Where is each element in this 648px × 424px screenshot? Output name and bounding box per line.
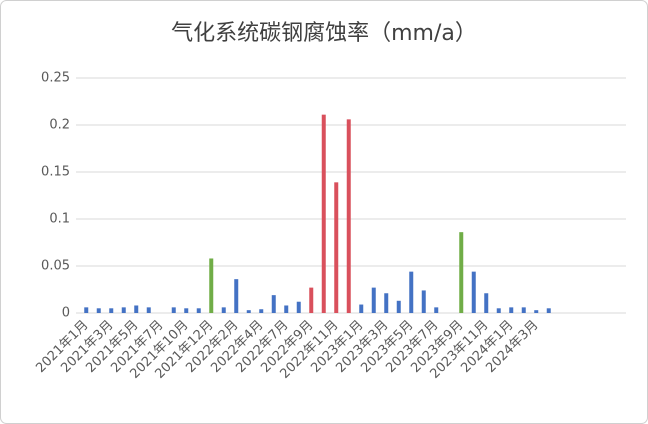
bar [296,301,301,313]
bar [509,307,514,313]
bar [259,309,264,313]
bar [434,307,439,313]
bar [321,114,326,313]
bar [84,307,89,313]
y-tick-label: 0.1 [49,212,70,227]
bar [421,290,426,313]
bar [496,308,501,313]
bar [109,308,114,313]
bar [246,310,251,313]
bar [334,182,339,313]
bar [134,305,139,313]
y-tick-label: 0.15 [41,165,70,180]
bar [534,310,539,313]
bar [284,305,289,313]
bar [384,293,389,313]
bar [521,307,526,313]
y-tick-label: 0.05 [41,259,70,274]
bar [396,300,401,313]
bar [471,271,476,313]
y-tick-label: 0.25 [41,71,70,86]
bar [171,307,176,313]
bar [346,119,351,313]
y-tick-label: 0.2 [49,118,70,133]
bar [271,295,276,313]
bar [146,307,151,313]
bar [234,279,239,313]
y-tick-label: 0 [62,306,70,321]
bar [371,287,376,313]
bar [209,258,214,313]
bar [121,307,126,313]
bar [546,308,551,313]
bar [221,307,226,313]
chart-title: 气化系统碳钢腐蚀率（mm/a） [171,21,477,46]
bar [409,271,414,313]
bar [359,304,364,313]
bar [309,287,314,313]
bar [484,293,489,313]
bar [459,232,464,313]
bar [96,308,101,313]
bar [184,308,189,313]
bar [196,308,201,313]
